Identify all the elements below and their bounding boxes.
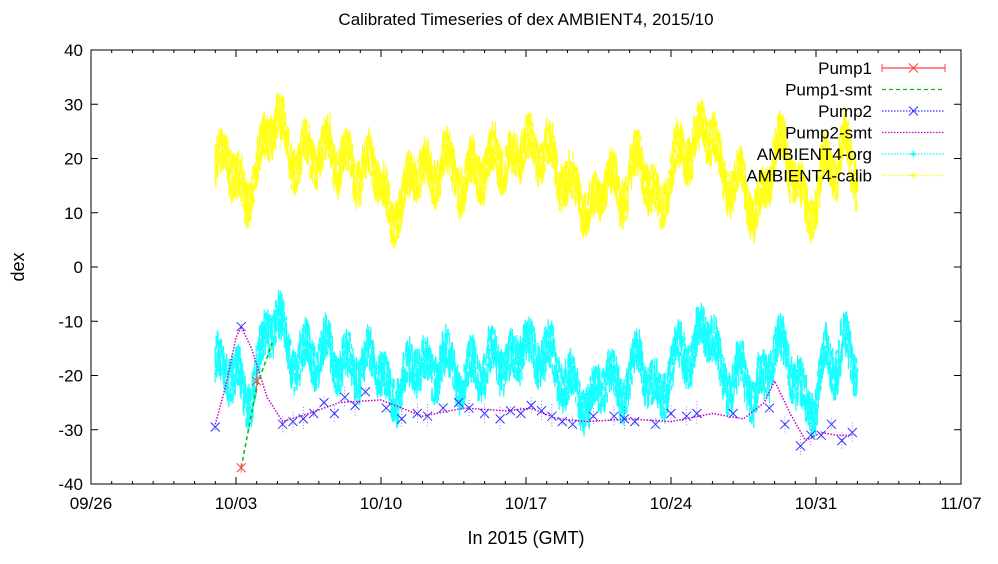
chart-title: Calibrated Timeseries of dex AMBIENT4, 2… <box>338 10 713 29</box>
axes-layer: -40 -30 -20 -10 0 10 20 30 40 09/26 10/03 10/10 10/1… <box>58 41 981 513</box>
series-pump1 <box>236 368 262 473</box>
pump2-point <box>780 419 790 430</box>
y-tick-label: -20 <box>58 367 83 386</box>
x-tick-label: 10/10 <box>360 494 403 513</box>
pump2-point <box>536 405 547 416</box>
series-ambient4-org <box>214 290 859 440</box>
y-tick-label: 0 <box>74 258 83 277</box>
legend-marker <box>910 151 917 157</box>
legend-label: Pump1 <box>818 59 872 78</box>
pump2-point <box>609 411 619 422</box>
y-tick-label: -30 <box>58 421 83 440</box>
x-tick-label: 09/26 <box>70 494 113 513</box>
pump2-point <box>666 408 676 419</box>
legend-label: AMBIENT4-org <box>757 145 872 164</box>
y-axis-title: dex <box>8 252 28 281</box>
legend-marker <box>908 63 919 73</box>
y-tick-label: 10 <box>64 204 83 223</box>
x-tick-label: 10/17 <box>505 494 548 513</box>
pump2-point <box>681 411 692 422</box>
y-tick-label: -40 <box>58 475 83 494</box>
x-tick-label: 10/31 <box>795 494 838 513</box>
legend-marker <box>908 106 919 116</box>
pump2-point <box>526 400 537 411</box>
data-layer <box>210 92 859 473</box>
x-axis-title: In 2015 (GMT) <box>467 528 584 548</box>
x-tick-label: 10/03 <box>215 494 258 513</box>
legend: Pump1 Pump1-smt Pump2 Pump2-smt AMBIENT4-org… <box>746 59 946 186</box>
series-pump2-smt <box>214 324 853 442</box>
series-ambient4-calib <box>214 92 859 250</box>
pump2-point <box>505 405 516 416</box>
legend-label: Pump2-smt <box>785 124 872 143</box>
series-pump2 <box>210 320 858 457</box>
x-tick-label: 11/07 <box>940 494 981 513</box>
legend-marker <box>910 172 917 179</box>
x-tick-label: 10/24 <box>650 494 693 513</box>
pump2-point <box>210 422 221 432</box>
series-ambient4-org-marks <box>214 290 859 440</box>
pump2-point <box>464 403 474 413</box>
y-tick-label: -10 <box>58 312 83 331</box>
series-pump1-smt <box>240 342 274 468</box>
series-ambient4-calib-marks <box>214 92 859 250</box>
legend-label: Pump2 <box>818 102 872 121</box>
pump2-point <box>350 400 360 411</box>
pump2-point <box>588 411 599 422</box>
y-tick-label: 30 <box>64 95 83 114</box>
legend-label: Pump1-smt <box>785 81 872 100</box>
y-tick-label: 20 <box>64 150 83 169</box>
pump2-point <box>277 419 288 430</box>
y-tick-label: 40 <box>64 41 83 60</box>
pump2-point <box>329 408 340 419</box>
pump2-point <box>396 414 407 424</box>
legend-label: AMBIENT4-calib <box>746 167 872 186</box>
pump2-point <box>837 435 847 446</box>
